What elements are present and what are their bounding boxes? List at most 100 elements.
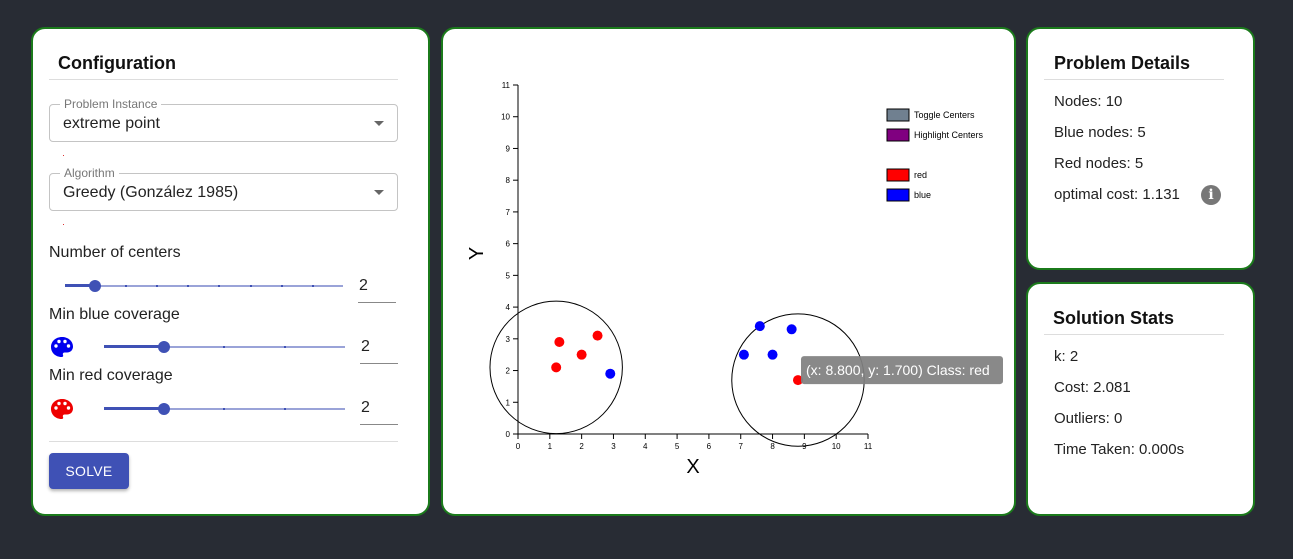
slider-tick xyxy=(218,285,220,287)
x-tick-label: 4 xyxy=(643,442,648,451)
slider-thumb[interactable] xyxy=(158,341,170,353)
red-nodes-count: Red nodes: 5 xyxy=(1054,155,1144,172)
divider xyxy=(1044,79,1224,80)
problem-details-panel: Problem Details Nodes: 10 Blue nodes: 5 … xyxy=(1026,27,1255,270)
red-coverage-input[interactable]: 2 xyxy=(360,399,398,425)
centers-input[interactable]: 2 xyxy=(358,277,396,303)
slider-tick xyxy=(125,285,127,287)
slider-tick xyxy=(281,285,283,287)
y-tick-label: 8 xyxy=(506,176,511,185)
red-point xyxy=(576,349,587,360)
cost-value: Cost: 2.081 xyxy=(1054,379,1131,396)
blue-coverage-slider[interactable] xyxy=(104,341,345,353)
x-tick-label: 11 xyxy=(864,442,873,451)
tooltip-background xyxy=(801,356,1003,385)
legend-label: Highlight Centers xyxy=(914,130,984,140)
slider-thumb[interactable] xyxy=(89,280,101,292)
slider-thumb[interactable] xyxy=(158,403,170,415)
center-coverage-circle xyxy=(489,300,623,435)
outliers-value: Outliers: 0 xyxy=(1054,410,1123,427)
configuration-title: Configuration xyxy=(58,53,176,73)
blue-point xyxy=(605,368,616,379)
chevron-down-icon[interactable] xyxy=(374,121,384,126)
x-axis-label: X xyxy=(686,456,699,478)
slider-tick xyxy=(312,285,314,287)
divider xyxy=(49,79,398,80)
nodes-count: Nodes: 10 xyxy=(1054,93,1123,110)
red-point xyxy=(793,375,803,386)
algorithm-value: Greedy (González 1985) xyxy=(63,184,239,201)
y-tick-label: 11 xyxy=(502,81,511,90)
red-coverage-label: Min red coverage xyxy=(49,367,173,384)
y-tick-label: 0 xyxy=(506,430,511,439)
x-tick-label: 0 xyxy=(516,442,521,451)
time-taken: Time Taken: 0.000s xyxy=(1054,441,1185,458)
k-value: k: 2 xyxy=(1054,348,1079,365)
divider xyxy=(1044,334,1224,335)
slider-fill xyxy=(104,407,164,410)
problem-instance-value: extreme point xyxy=(63,115,160,132)
centers-label: Number of centers xyxy=(49,244,181,261)
y-tick-label: 5 xyxy=(506,271,511,280)
slider-tick xyxy=(284,408,286,410)
problem-instance-select[interactable]: Problem Instance extreme point xyxy=(49,97,398,142)
slider-tick xyxy=(223,346,225,348)
divider xyxy=(49,441,398,442)
scatter-chart[interactable]: 0 1 2 3 4 5 6 7 8 9 10 11 0 1 2 3 4 5 6 7 8 9 10 11 X Y Toggle Cen… xyxy=(443,29,1014,514)
blue-point xyxy=(754,321,765,332)
palette-icon xyxy=(51,337,73,357)
y-tick-label: 4 xyxy=(506,303,511,312)
x-tick-label: 10 xyxy=(832,442,841,451)
solve-button[interactable]: SOLVE xyxy=(49,453,129,489)
y-tick-label: 9 xyxy=(506,144,511,153)
algorithm-legend: Algorithm xyxy=(60,166,119,180)
legend-label: red xyxy=(914,170,927,180)
legend-swatch xyxy=(886,128,910,142)
y-tick-label: 6 xyxy=(506,240,511,249)
palette-icon xyxy=(51,399,73,419)
problem-instance-legend: Problem Instance xyxy=(60,97,162,111)
blue-coverage-label: Min blue coverage xyxy=(49,306,180,323)
slider-tick xyxy=(223,408,225,410)
slider-fill xyxy=(104,345,164,348)
red-point xyxy=(551,362,562,373)
centers-slider[interactable] xyxy=(65,280,343,292)
red-coverage-slider[interactable] xyxy=(104,403,345,415)
helper-mark xyxy=(63,155,64,156)
configuration-panel: Configuration Problem Instance extreme p… xyxy=(31,27,430,516)
solution-stats-panel: Solution Stats k: 2 Cost: 2.081 Outliers… xyxy=(1026,282,1255,516)
info-icon[interactable]: i xyxy=(1201,185,1221,205)
slider-tick xyxy=(156,285,158,287)
y-axis-label: Y xyxy=(466,247,488,260)
legend-label: blue xyxy=(914,190,931,200)
tooltip-text: (x: 8.800, y: 1.700) Class: red xyxy=(806,362,990,378)
blue-point xyxy=(767,349,778,360)
x-tick-label: 3 xyxy=(611,442,616,451)
y-tick-label: 1 xyxy=(506,398,511,407)
y-tick-label: 10 xyxy=(501,113,510,122)
x-tick-label: 7 xyxy=(739,442,744,451)
slider-fill xyxy=(65,284,95,287)
red-point xyxy=(554,336,565,347)
x-tick-label: 1 xyxy=(548,442,553,451)
slider-tick xyxy=(284,346,286,348)
x-tick-label: 8 xyxy=(770,442,775,451)
y-tick-label: 3 xyxy=(506,335,511,344)
chevron-down-icon[interactable] xyxy=(374,190,384,195)
legend-label: Toggle Centers xyxy=(914,110,975,120)
problem-details-title: Problem Details xyxy=(1054,53,1191,73)
red-point xyxy=(592,330,603,341)
x-tick-label: 2 xyxy=(579,442,584,451)
y-tick-label: 7 xyxy=(506,208,511,217)
x-tick-label: 5 xyxy=(675,442,680,451)
y-tick-label: 2 xyxy=(506,367,511,376)
blue-point xyxy=(786,324,797,335)
plot-panel: 0 1 2 3 4 5 6 7 8 9 10 11 0 1 2 3 4 5 6 7 8 9 10 11 X Y Toggle Cen… xyxy=(441,27,1016,516)
legend-swatch xyxy=(886,168,910,182)
x-tick-label: 6 xyxy=(707,442,712,451)
legend-swatch xyxy=(886,188,910,202)
algorithm-select[interactable]: Algorithm Greedy (González 1985) xyxy=(49,166,398,211)
slider-tick xyxy=(250,285,252,287)
legend-swatch xyxy=(886,108,910,122)
blue-coverage-input[interactable]: 2 xyxy=(360,338,398,364)
